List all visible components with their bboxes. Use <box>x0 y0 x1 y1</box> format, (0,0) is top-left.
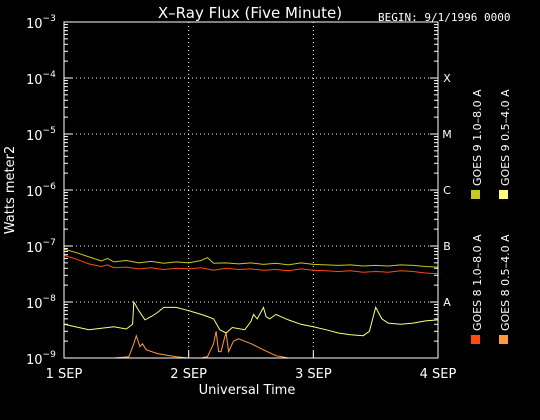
begin-label: BEGIN: 9/1/1996 0000 <box>378 11 510 24</box>
legend-swatch-2 <box>499 335 508 344</box>
y-axis-label: Watts meter2 <box>3 146 18 234</box>
legend-label-4: GOES 9 0.5–4.0 A <box>499 89 512 186</box>
legend-swatch-3 <box>471 190 480 199</box>
y-tick-label: 10−5 <box>26 126 56 144</box>
series-layer <box>63 248 439 359</box>
flare-class-label: A <box>443 296 451 309</box>
x-tick-label: 1 SEP <box>46 367 83 382</box>
series-line-3 <box>63 248 439 268</box>
series-line-1 <box>63 254 439 275</box>
y-tick-label: 10−9 <box>26 350 56 368</box>
y-tick-label: 10−3 <box>26 14 56 32</box>
x-tick-label: 4 SEP <box>420 367 457 382</box>
grid-layer <box>64 22 438 358</box>
legend-label-2: GOES 8 0.5–4.0 A <box>499 234 512 331</box>
flare-class-label: M <box>442 128 452 141</box>
series-line-2 <box>64 331 438 359</box>
legend-label-1: GOES 8 1.0–8.0 A <box>471 234 484 331</box>
series-line-4 <box>63 300 439 337</box>
legend-swatch-4 <box>499 190 508 199</box>
flare-class-label: B <box>443 240 451 253</box>
x-tick-label: 3 SEP <box>295 367 332 382</box>
y-tick-label: 10−8 <box>26 294 56 312</box>
y-tick-label: 10−4 <box>26 70 56 88</box>
legend-label-3: GOES 9 1.0–8.0 A <box>471 89 484 186</box>
tick-layer: X M C B A 1 SEP 2 SEP 3 SEP 4 SEP 10−3 10−4 10−5 10−… <box>26 14 457 382</box>
legend-swatch-1 <box>471 335 480 344</box>
y-tick-label: 10−6 <box>26 182 56 200</box>
chart-title: X–Ray Flux (Five Minute) <box>158 4 342 22</box>
legend: GOES 8 1.0–8.0 A GOES 9 1.0–8.0 A GOES 8 0… <box>471 89 512 344</box>
y-tick-label: 10−7 <box>26 238 56 256</box>
x-axis-label: Universal Time <box>199 383 296 398</box>
flare-class-label: X <box>443 72 451 85</box>
flare-class-label: C <box>443 184 451 197</box>
x-tick-label: 2 SEP <box>170 367 207 382</box>
